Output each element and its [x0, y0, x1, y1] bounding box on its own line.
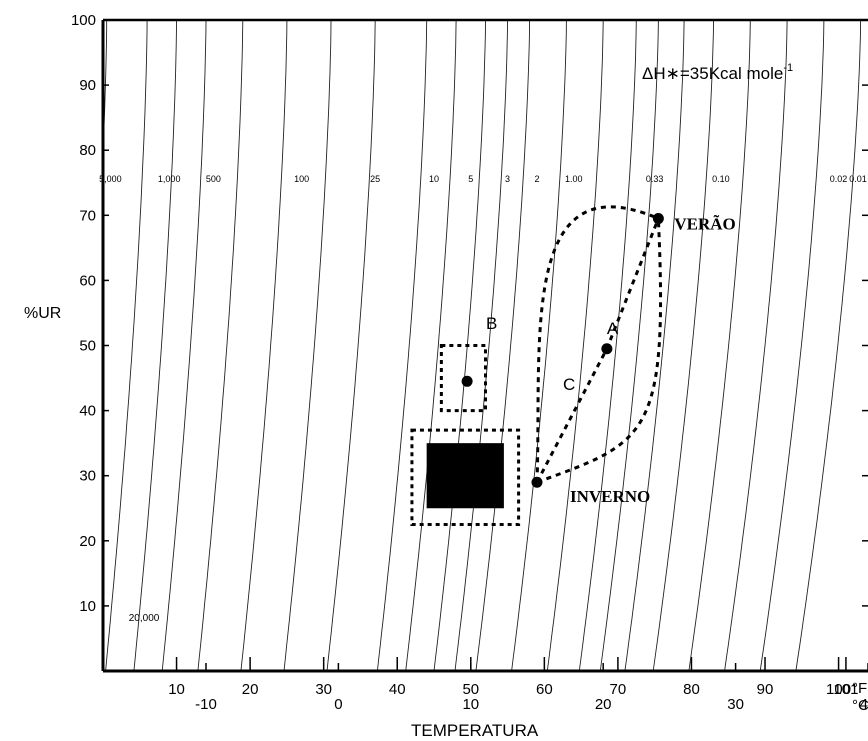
isoperm-label: 2: [534, 174, 539, 184]
zones: [410, 344, 521, 527]
isoperm-label: 5: [468, 174, 473, 184]
seasonal-paths: [535, 205, 663, 484]
isoperm-label: 3: [505, 174, 510, 184]
path-c: [536, 218, 663, 484]
isoperm-curve: [652, 19, 714, 672]
isoperm-label: 100: [294, 174, 309, 184]
isoperm-label-bottom: 20,000: [129, 613, 160, 624]
isoperm-curve: [133, 19, 178, 672]
isoperm-curve: [475, 19, 531, 672]
point-label-inverno: INVERNO: [570, 487, 650, 506]
x-tick-label-f: 50: [462, 681, 479, 698]
isoperm-curve: [624, 19, 685, 672]
data-point: [531, 476, 543, 488]
isoperm-curve: [161, 19, 207, 672]
isoperm-curve: [405, 19, 457, 672]
y-tick-label: 40: [79, 403, 96, 420]
chart-title: ΔH∗=35Kcal mole-1: [642, 62, 793, 83]
path-label-a: A: [607, 319, 619, 338]
x-tick-label-c: 10: [462, 696, 479, 713]
isoperm-label: 500: [206, 174, 221, 184]
isoperm-curve: [454, 19, 509, 672]
isoperm-label: 1,000: [158, 174, 181, 184]
y-tick-label: 10: [79, 598, 96, 615]
x-tick-label-f: 40: [389, 681, 406, 698]
isoperm-curve: [546, 19, 604, 672]
y-tick-label: 30: [79, 468, 96, 485]
y-tick-label: 90: [79, 77, 96, 94]
y-tick-label: 60: [79, 272, 96, 289]
point-label-verao: VERÃO: [674, 215, 735, 234]
isoperm-label: 0.01: [849, 174, 867, 184]
isoperm-curve: [688, 19, 751, 672]
x-tick-label-f: 70: [610, 681, 627, 698]
isoperm-curve: [795, 19, 862, 672]
data-point: [601, 343, 613, 355]
x-tick-label-f: 60: [536, 681, 553, 698]
isoperm-label: 25: [370, 174, 380, 184]
y-axis-label: %UR: [24, 305, 61, 322]
isoperm-curve: [283, 19, 332, 672]
x-tick-label-f: 30: [315, 681, 332, 698]
data-points: VERÃO INVERNO A B C: [461, 213, 736, 506]
isoperm-label: 1.00: [565, 174, 583, 184]
data-point: [652, 213, 664, 225]
x-tick-label-f: 101: [833, 681, 858, 698]
isoperm-label: 10: [429, 174, 439, 184]
x-tick-label-c: 40: [860, 696, 868, 713]
data-point: [461, 375, 473, 387]
isoperm-label: 0.02: [830, 174, 848, 184]
x-tick-label-c: 30: [727, 696, 744, 713]
x-tick-label-f: 10: [168, 681, 185, 698]
path-label-c: C: [563, 375, 575, 394]
x-tick-label-f: 80: [683, 681, 700, 698]
isoperm-curve: [240, 19, 288, 672]
x-unit-f: °F: [852, 680, 867, 697]
x-tick-label-f: 90: [757, 681, 774, 698]
x-tick-label-f: 20: [242, 681, 259, 698]
x-tick-label-c: 0: [334, 696, 342, 713]
y-tick-label: 70: [79, 207, 96, 224]
isoperm-curve: [724, 19, 788, 672]
x-tick-label-f: 100: [826, 681, 851, 698]
isoperm-label: 5,000: [99, 174, 122, 184]
x-tick-label-c: 20: [595, 696, 612, 713]
isoperm-curve: [578, 19, 637, 672]
isoperm-labels: 5,000 1,000 500 100 25 10 5 3 2 1.00 0.33 0.10 0.02 0…: [99, 174, 867, 624]
isoperm-curve: [376, 19, 428, 672]
x-unit-c: °C: [852, 697, 868, 714]
isoperm-label: 0.10: [712, 174, 730, 184]
dotted-zone-small: [439, 344, 488, 413]
isoperm-curve: [759, 19, 825, 672]
x-tick-label-c: -10: [195, 696, 217, 713]
isoperm-curves: [102, 19, 862, 672]
dotted-zone-outer: [410, 428, 521, 527]
isoperm-curve: [511, 19, 567, 672]
y-tick-label: 20: [79, 533, 96, 550]
isoperm-label: 0.33: [646, 174, 664, 184]
isoperm-curve: [105, 19, 148, 672]
y-ticks: 100 90 80 70 60 50 40 30 20 10: [71, 12, 868, 615]
isoperm-curve: [599, 19, 659, 672]
y-tick-label: 80: [79, 142, 96, 159]
solid-zone: [426, 443, 504, 509]
x-axis-label: TEMPERATURA: [411, 721, 539, 740]
path-label-b: B: [486, 314, 497, 333]
isoperm-curve: [326, 19, 376, 672]
y-tick-label: 100: [71, 12, 96, 29]
y-tick-label: 50: [79, 338, 96, 355]
path-a: [535, 218, 660, 483]
axes: [101, 18, 868, 673]
isoperm-curve: [197, 19, 244, 672]
